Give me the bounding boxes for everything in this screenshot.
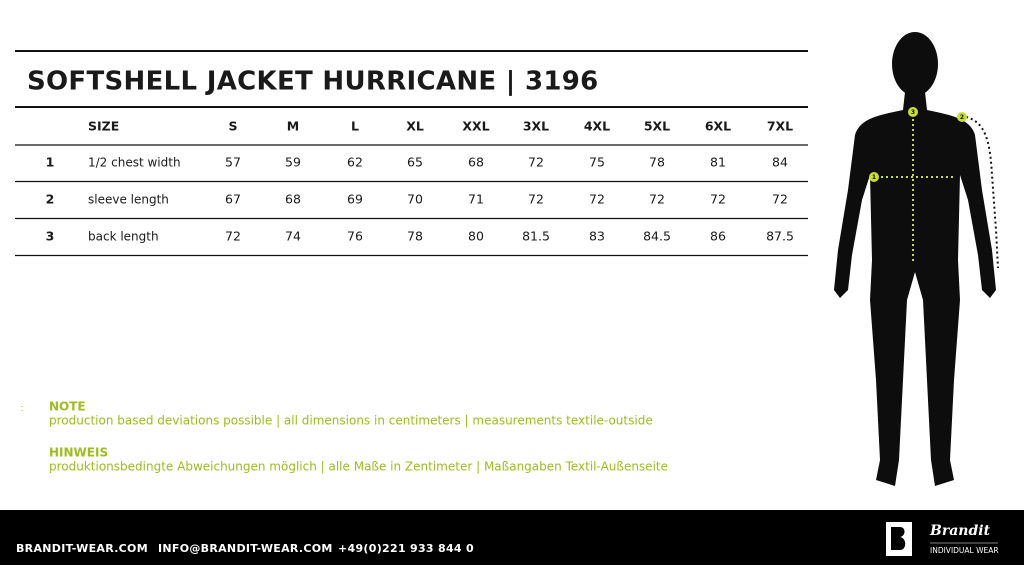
- figure: 1 2 3: [834, 32, 999, 486]
- tagline: INDIVIDUAL WEAR: [930, 546, 999, 555]
- cell: 83: [589, 229, 605, 244]
- cell: 86: [710, 229, 726, 244]
- cell: 70: [407, 192, 423, 207]
- logo-mark: [891, 527, 906, 550]
- cell: 80: [468, 229, 484, 244]
- row-label: back length: [88, 230, 159, 244]
- column-header: XXL: [462, 119, 489, 134]
- cell: 84.5: [643, 229, 671, 244]
- cell: 68: [468, 155, 484, 170]
- column-header: 5XL: [644, 119, 670, 134]
- column-header: L: [351, 119, 359, 134]
- cell: 72: [225, 229, 241, 244]
- marker-label: 3: [911, 109, 915, 116]
- marker-dot: [869, 172, 879, 182]
- cell: 72: [589, 192, 605, 207]
- title: SOFTSHELL JACKET HURRICANE | 3196: [27, 67, 599, 97]
- brand: Brandit: [929, 523, 991, 539]
- cell: 78: [649, 155, 665, 170]
- column-header: 4XL: [584, 119, 610, 134]
- column-header: 6XL: [705, 119, 731, 134]
- cell: 65: [407, 155, 423, 170]
- cell: 87.5: [766, 229, 794, 244]
- cell: 57: [225, 155, 241, 170]
- column-header: S: [228, 119, 237, 134]
- note-heading: NOTE: [49, 400, 86, 414]
- head: [892, 32, 938, 96]
- footer-website: BRANDIT-WEAR.COM: [16, 542, 148, 555]
- cell: 67: [225, 192, 241, 207]
- cell: 72: [528, 192, 544, 207]
- footer-bar: [0, 510, 1024, 565]
- cell: 69: [347, 192, 363, 207]
- cell: 81.5: [522, 229, 550, 244]
- cell: 72: [710, 192, 726, 207]
- column-header: M: [287, 119, 299, 134]
- row-label: 1/2 chest width: [88, 156, 181, 170]
- cell: 62: [347, 155, 363, 170]
- footer-phone: +49(0)221 933 844 0: [338, 542, 474, 555]
- cell: 74: [285, 229, 301, 244]
- cell: 72: [772, 192, 788, 207]
- marker-dot: [908, 107, 918, 117]
- cell: 68: [285, 192, 301, 207]
- cell: 59: [285, 155, 301, 170]
- cell: 78: [407, 229, 423, 244]
- column-header: 3XL: [523, 119, 549, 134]
- column-header: SIZE: [88, 119, 119, 134]
- note-heading: HINWEIS: [49, 446, 108, 460]
- marker-dot: [957, 112, 967, 122]
- footer-email: INFO@BRANDIT-WEAR.COM: [158, 542, 333, 555]
- body: [834, 92, 996, 486]
- cell: 76: [347, 229, 363, 244]
- column-header: 7XL: [767, 119, 793, 134]
- row-index: 3: [46, 229, 55, 244]
- note-text: produktionsbedingte Abweichungen möglich…: [49, 460, 668, 474]
- cell: 71: [468, 192, 484, 207]
- cell: 84: [772, 155, 788, 170]
- row-label: sleeve length: [88, 193, 169, 207]
- row-index: 1: [46, 155, 55, 170]
- note-text: production based deviations possible | a…: [49, 414, 653, 428]
- cell: 72: [528, 155, 544, 170]
- marker-label: 2: [960, 114, 964, 121]
- row-index: 2: [46, 192, 55, 207]
- cell: 81: [710, 155, 726, 170]
- cell: 72: [649, 192, 665, 207]
- marker-label: 1: [872, 174, 876, 181]
- column-header: XL: [406, 119, 424, 134]
- cell: 75: [589, 155, 605, 170]
